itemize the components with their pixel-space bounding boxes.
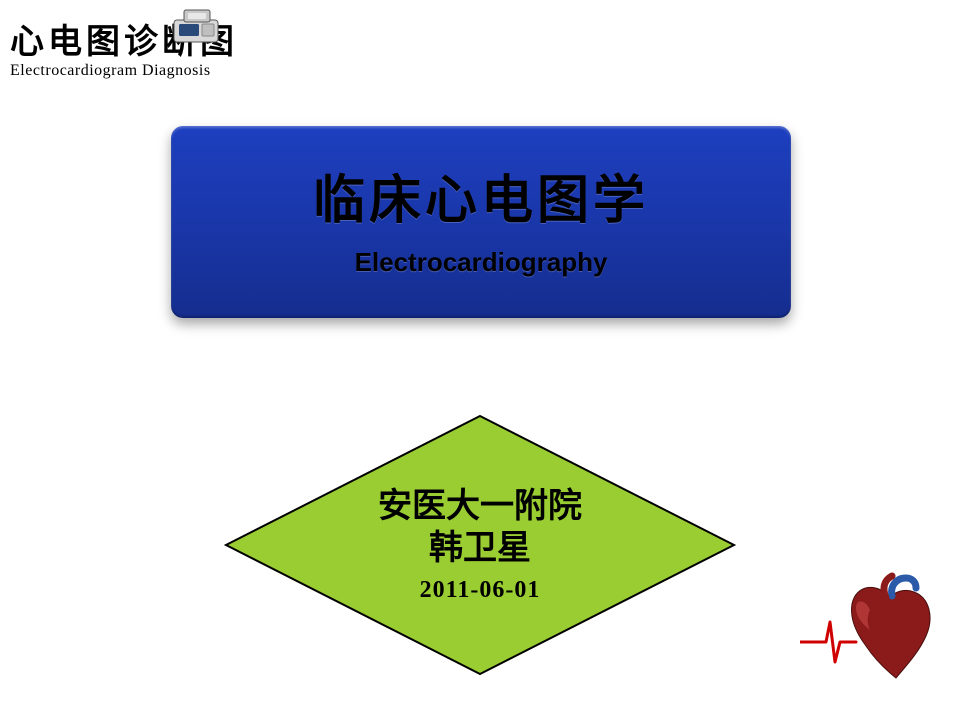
title-en: Electrocardiography: [171, 247, 791, 278]
author-diamond: 安医大一附院 韩卫星 2011-06-01: [220, 410, 740, 680]
slide-date: 2011-06-01: [420, 575, 541, 605]
author-affiliation: 安医大一附院: [378, 486, 582, 529]
title-cn: 临床心电图学: [171, 126, 791, 233]
logo-en-text: Electrocardiogram Diagnosis: [10, 62, 240, 80]
logo-block: 心电图诊断图 Electrocardiogram Diagnosis: [10, 8, 240, 80]
author-name: 韩卫星: [429, 528, 531, 571]
title-box: 临床心电图学 Electrocardiography: [171, 126, 791, 318]
heart-ecg-icon: [800, 570, 940, 690]
ecg-device-icon: [170, 6, 226, 46]
diamond-text: 安医大一附院 韩卫星 2011-06-01: [220, 410, 740, 680]
